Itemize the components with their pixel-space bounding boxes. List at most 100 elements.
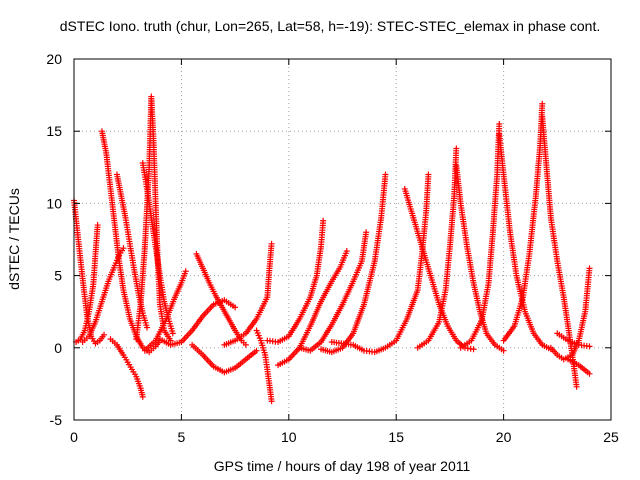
interpolated-points	[122, 217, 133, 245]
interpolated-points	[150, 137, 159, 205]
interpolated-points	[179, 270, 188, 284]
series-13	[221, 240, 275, 348]
x-tick-label: 10	[281, 429, 297, 445]
interpolated-points	[471, 282, 483, 313]
interpolated-points	[194, 253, 205, 270]
interpolated-points	[201, 353, 216, 368]
interpolated-points	[254, 330, 263, 342]
interpolated-points	[411, 217, 425, 248]
interpolated-points	[90, 253, 99, 285]
interpolated-points	[485, 231, 496, 284]
interpolated-points	[554, 260, 567, 298]
interpolated-points	[200, 267, 212, 284]
series-25	[500, 100, 546, 344]
series-10	[193, 250, 249, 348]
interpolated-points	[451, 147, 460, 197]
interpolated-points	[103, 152, 114, 190]
interpolated-points	[522, 310, 536, 335]
interpolated-points	[266, 384, 275, 402]
interpolated-points	[464, 246, 477, 284]
interpolated-points	[134, 376, 143, 389]
interpolated-points	[127, 243, 137, 271]
data-point	[320, 217, 327, 224]
interpolated-points	[212, 298, 226, 307]
interpolated-points	[264, 267, 273, 298]
x-axis-label: GPS time / hours of day 198 of year 2011	[214, 458, 471, 474]
interpolated-points	[582, 267, 593, 313]
interpolated-points	[212, 364, 226, 375]
interpolated-points	[330, 345, 344, 355]
interpolated-points	[539, 116, 550, 169]
data-point	[453, 145, 460, 152]
chart-title: dSTEC Iono. truth (chur, Lon=265, Lat=58…	[60, 18, 600, 34]
interpolated-points	[543, 166, 554, 219]
interpolated-points	[137, 245, 148, 306]
series-18	[318, 171, 389, 356]
interpolated-points	[254, 296, 270, 320]
interpolated-points	[394, 318, 409, 342]
interpolated-points	[308, 300, 324, 328]
interpolated-points	[459, 339, 473, 350]
interpolated-points	[338, 250, 349, 268]
interpolated-points	[159, 337, 172, 347]
interpolated-points	[556, 353, 565, 361]
interpolated-points	[126, 361, 134, 371]
interpolated-points	[207, 282, 218, 297]
interpolated-points	[79, 277, 90, 316]
y-tick-label: 20	[46, 51, 62, 67]
interpolated-points	[329, 303, 345, 326]
series-16	[275, 248, 350, 369]
interpolated-points	[78, 329, 87, 340]
interpolated-points	[71, 199, 81, 241]
interpolated-points	[541, 343, 552, 352]
series-1	[71, 197, 108, 347]
interpolated-points	[117, 247, 125, 256]
interpolated-points	[351, 260, 364, 283]
interpolated-points	[118, 195, 129, 219]
data-point	[268, 240, 275, 247]
interpolated-points	[148, 217, 159, 248]
interpolated-points	[89, 335, 97, 345]
interpolated-points	[144, 188, 154, 219]
data-point	[268, 398, 275, 405]
interpolated-points	[479, 282, 492, 320]
series-24	[496, 131, 554, 353]
data-point	[382, 171, 389, 178]
interpolated-points	[106, 264, 117, 283]
interpolated-points	[131, 269, 141, 294]
axis-ticks: 0 5 10 15 20 25 -5 0 5 10 15 20	[46, 51, 619, 445]
data-point	[253, 347, 260, 354]
series-21	[414, 145, 460, 351]
interpolated-points	[162, 329, 173, 342]
x-tick-label: 20	[496, 429, 512, 445]
series-3	[79, 245, 127, 346]
data-point	[169, 330, 176, 337]
interpolated-points	[164, 296, 178, 320]
series-29	[565, 356, 593, 377]
interpolated-points	[577, 363, 591, 376]
interpolated-points	[109, 338, 118, 346]
interpolated-points	[262, 354, 270, 371]
interpolated-points	[157, 275, 167, 303]
interpolated-points	[484, 332, 497, 346]
interpolated-points	[426, 320, 441, 342]
data-point	[586, 265, 593, 272]
interpolated-points	[190, 314, 205, 332]
interpolated-points	[414, 253, 425, 291]
interpolated-points	[561, 296, 571, 327]
interpolated-points	[533, 144, 543, 197]
interpolated-points	[153, 245, 163, 277]
data-point	[120, 245, 127, 252]
interpolated-points	[140, 162, 150, 190]
interpolated-points	[567, 338, 580, 347]
interpolated-points	[309, 340, 323, 353]
data-point	[500, 347, 507, 354]
x-tick-label: 0	[70, 429, 78, 445]
interpolated-points	[567, 357, 580, 367]
data-point	[139, 393, 146, 400]
interpolated-points	[469, 318, 484, 342]
data-point	[425, 171, 432, 178]
interpolated-points	[87, 320, 98, 338]
interpolated-points	[116, 260, 127, 291]
interpolated-points	[190, 343, 205, 357]
